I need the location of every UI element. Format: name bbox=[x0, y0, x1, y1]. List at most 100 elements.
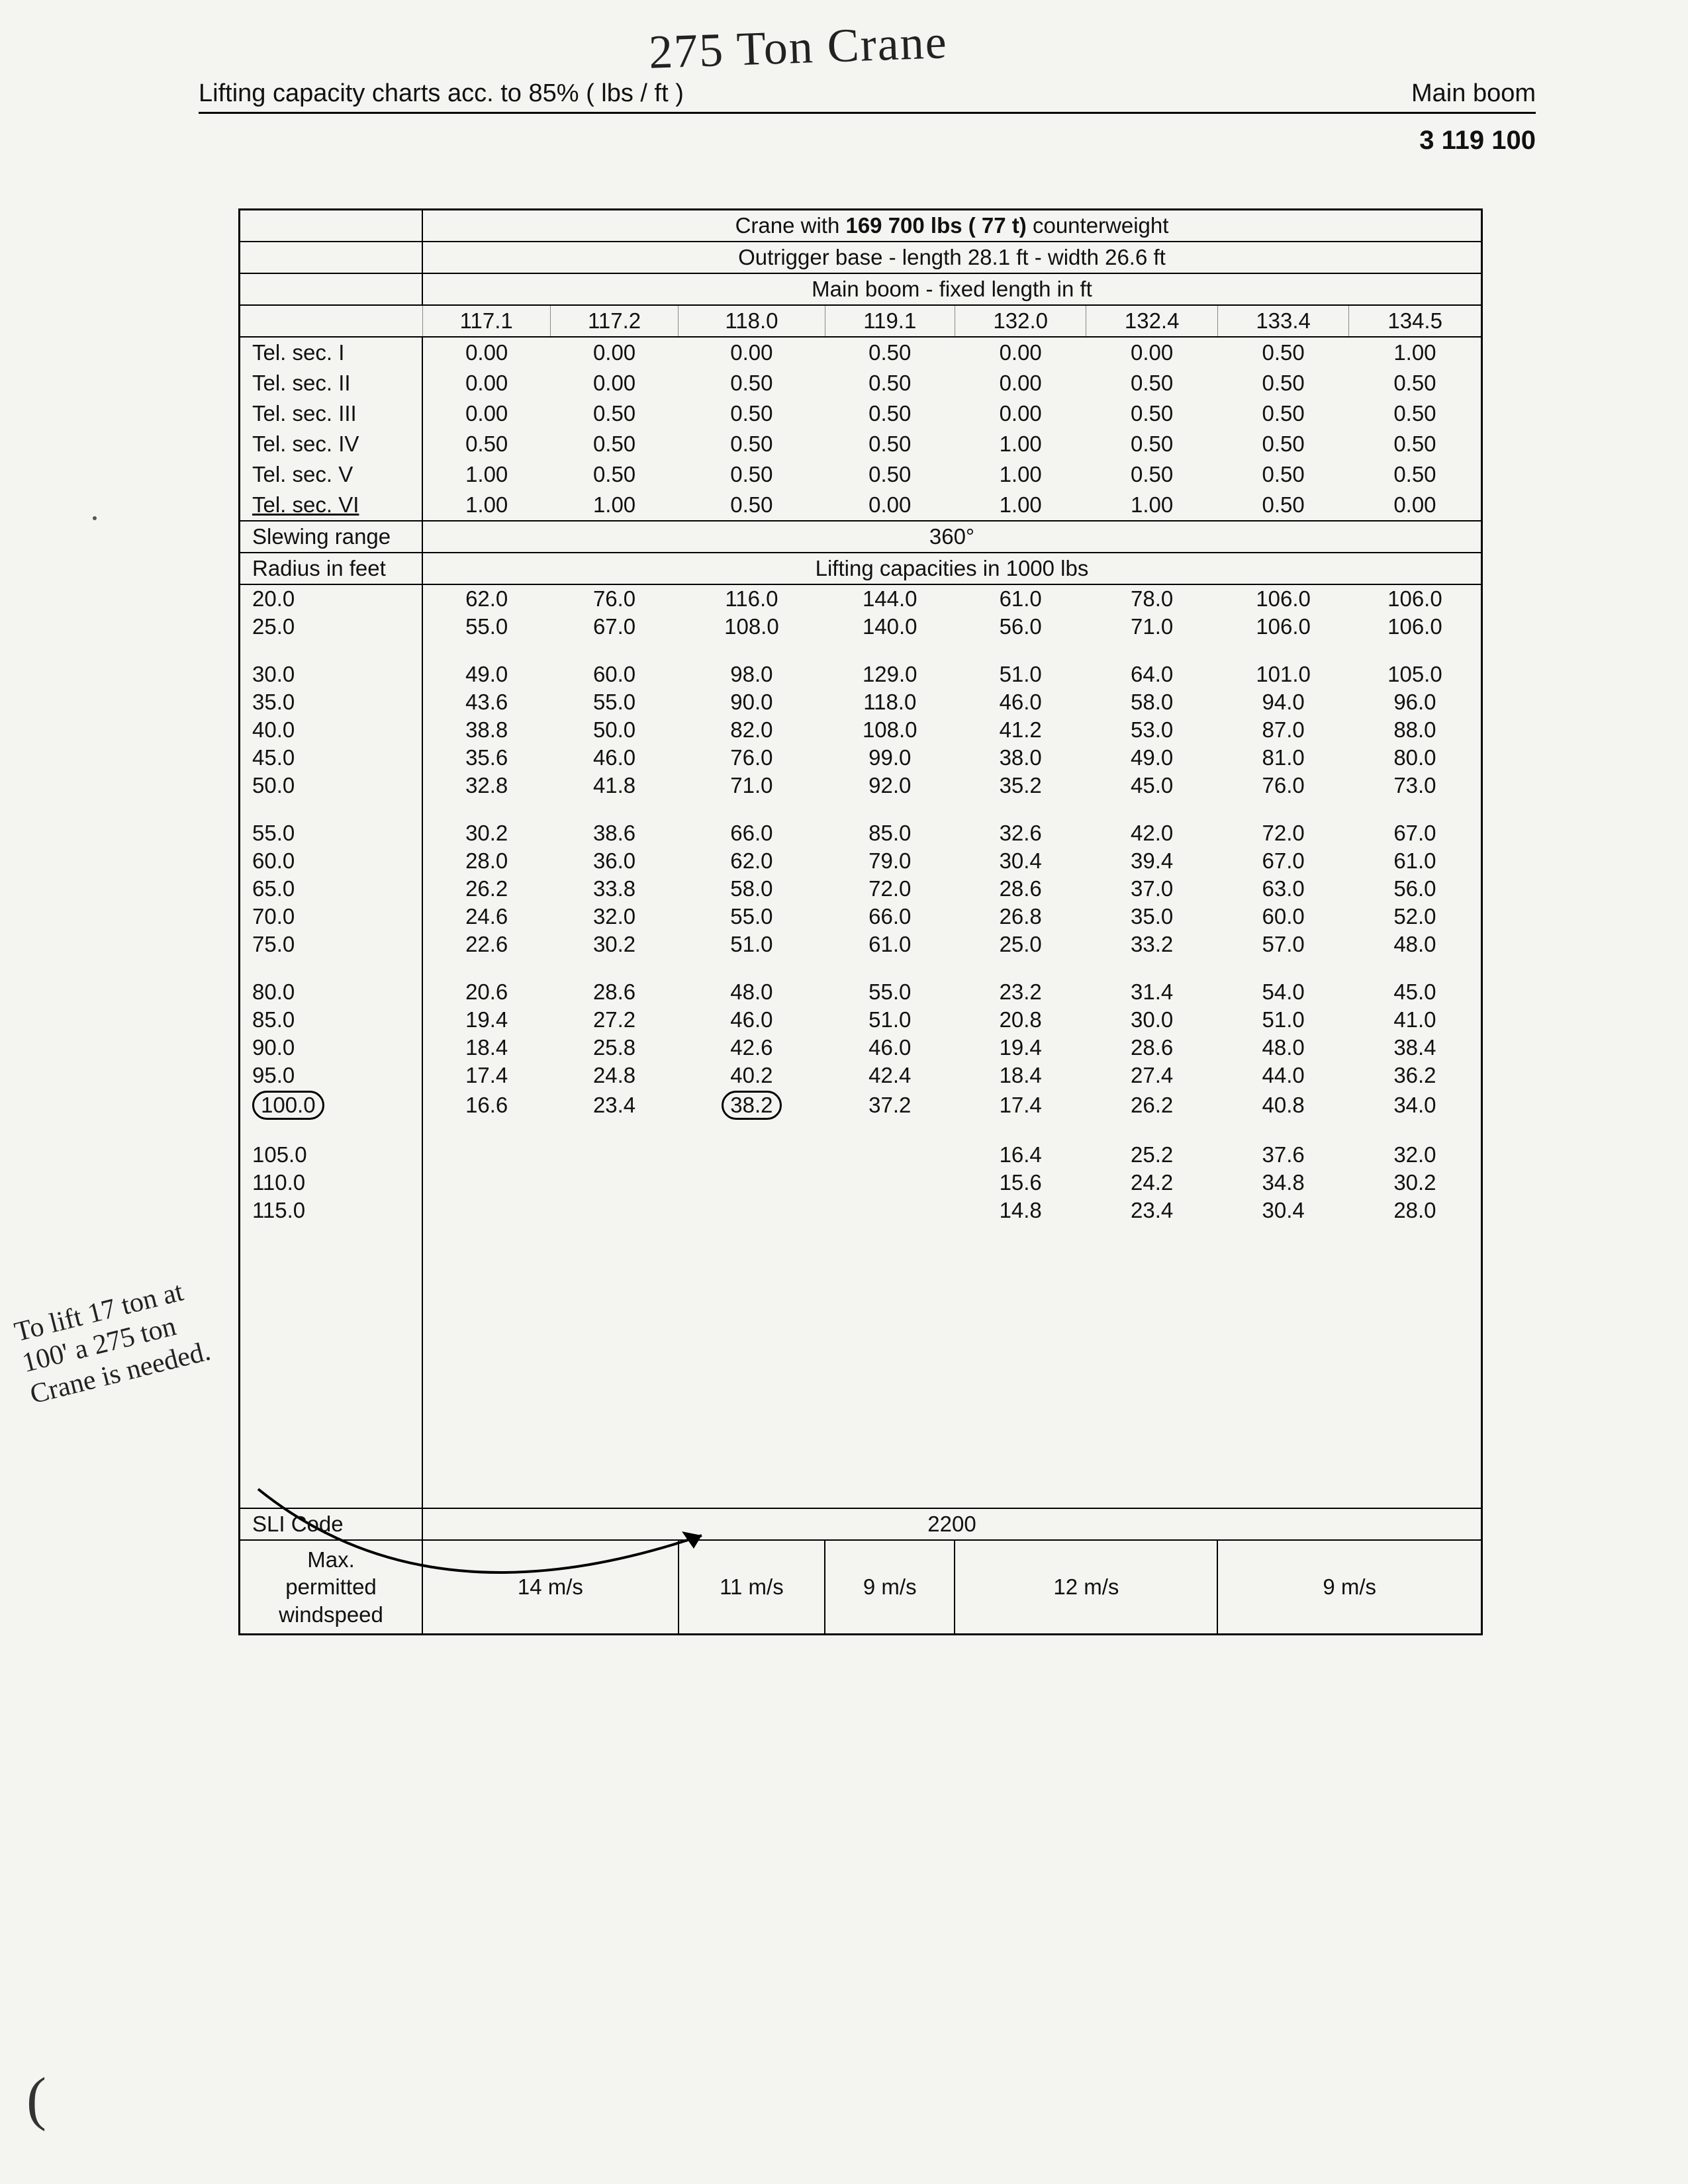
capacity-value: 38.2 bbox=[679, 1089, 825, 1121]
radius-value: 60.0 bbox=[240, 847, 423, 875]
radius-value: 95.0 bbox=[240, 1062, 423, 1089]
capacity-value: 41.2 bbox=[955, 716, 1086, 744]
capacity-value: 64.0 bbox=[1086, 660, 1217, 688]
capacity-value: 61.0 bbox=[825, 931, 955, 958]
tel-section-value: 0.50 bbox=[679, 398, 825, 429]
tel-section-value: 0.00 bbox=[679, 337, 825, 368]
capacity-value: 30.2 bbox=[550, 931, 678, 958]
tel-section-value: 0.50 bbox=[1217, 337, 1348, 368]
capacity-value: 40.2 bbox=[679, 1062, 825, 1089]
capacity-value: 62.0 bbox=[679, 847, 825, 875]
radius-value: 30.0 bbox=[240, 660, 423, 688]
tel-section-value: 0.50 bbox=[1217, 490, 1348, 521]
capacity-value: 28.6 bbox=[550, 978, 678, 1006]
capacity-value: 60.0 bbox=[1217, 903, 1348, 931]
capacity-value: 26.2 bbox=[422, 875, 550, 903]
capacity-value: 80.0 bbox=[1349, 744, 1482, 772]
capacity-value: 129.0 bbox=[825, 660, 955, 688]
capacity-value: 76.0 bbox=[550, 584, 678, 613]
tel-section-value: 0.50 bbox=[550, 459, 678, 490]
tel-section-value: 0.50 bbox=[1217, 398, 1348, 429]
tel-section-label: Tel. sec. I bbox=[240, 337, 423, 368]
capacity-value: 28.0 bbox=[1349, 1197, 1482, 1224]
tel-section-value: 0.50 bbox=[1086, 368, 1217, 398]
tel-section-value: 0.50 bbox=[1217, 429, 1348, 459]
capacity-value: 30.0 bbox=[1086, 1006, 1217, 1034]
capacity-value: 42.0 bbox=[1086, 819, 1217, 847]
capacity-value: 90.0 bbox=[679, 688, 825, 716]
capacity-value: 38.8 bbox=[422, 716, 550, 744]
capacity-value: 81.0 bbox=[1217, 744, 1348, 772]
capacity-value: 24.2 bbox=[1086, 1169, 1217, 1197]
capacity-value: 67.0 bbox=[1349, 819, 1482, 847]
radius-value: 105.0 bbox=[240, 1141, 423, 1169]
capacity-value: 30.2 bbox=[422, 819, 550, 847]
boom-length-col: 119.1 bbox=[825, 305, 955, 337]
capacity-value: 92.0 bbox=[825, 772, 955, 799]
capacity-value: 15.6 bbox=[955, 1169, 1086, 1197]
capacity-value: 72.0 bbox=[825, 875, 955, 903]
capacity-value: 67.0 bbox=[550, 613, 678, 641]
capacities-header: Lifting capacities in 1000 lbs bbox=[422, 553, 1482, 584]
capacity-value: 37.2 bbox=[825, 1089, 955, 1121]
capacity-value: 82.0 bbox=[679, 716, 825, 744]
tel-section-value: 0.50 bbox=[1086, 398, 1217, 429]
boom-length-col: 132.0 bbox=[955, 305, 1086, 337]
crane-counterweight-header: Crane with 169 700 lbs ( 77 t) counterwe… bbox=[422, 210, 1482, 242]
radius-value: 100.0 bbox=[240, 1089, 423, 1121]
tel-section-value: 0.50 bbox=[1217, 368, 1348, 398]
tel-section-label: Tel. sec. II bbox=[240, 368, 423, 398]
capacity-value: 30.4 bbox=[1217, 1197, 1348, 1224]
capacity-value: 140.0 bbox=[825, 613, 955, 641]
capacity-value: 55.0 bbox=[679, 903, 825, 931]
capacity-value: 76.0 bbox=[679, 744, 825, 772]
capacity-value: 27.4 bbox=[1086, 1062, 1217, 1089]
capacity-value: 85.0 bbox=[825, 819, 955, 847]
capacity-value: 49.0 bbox=[422, 660, 550, 688]
capacity-value: 19.4 bbox=[422, 1006, 550, 1034]
capacity-value: 55.0 bbox=[422, 613, 550, 641]
capacity-value: 45.0 bbox=[1349, 978, 1482, 1006]
radius-value: 90.0 bbox=[240, 1034, 423, 1062]
capacity-value: 31.4 bbox=[1086, 978, 1217, 1006]
capacity-value: 144.0 bbox=[825, 584, 955, 613]
capacity-value bbox=[825, 1141, 955, 1169]
capacity-value: 18.4 bbox=[955, 1062, 1086, 1089]
capacity-value: 14.8 bbox=[955, 1197, 1086, 1224]
tel-section-value: 0.00 bbox=[422, 398, 550, 429]
capacity-value: 71.0 bbox=[1086, 613, 1217, 641]
capacity-value: 54.0 bbox=[1217, 978, 1348, 1006]
capacity-value bbox=[550, 1197, 678, 1224]
radius-value: 55.0 bbox=[240, 819, 423, 847]
capacity-value: 44.0 bbox=[1217, 1062, 1348, 1089]
capacity-value: 23.2 bbox=[955, 978, 1086, 1006]
tel-section-value: 0.50 bbox=[550, 429, 678, 459]
capacity-value: 56.0 bbox=[955, 613, 1086, 641]
capacity-value: 58.0 bbox=[1086, 688, 1217, 716]
tel-section-value: 0.00 bbox=[1349, 490, 1482, 521]
capacity-value: 73.0 bbox=[1349, 772, 1482, 799]
capacity-value bbox=[422, 1141, 550, 1169]
tel-section-value: 1.00 bbox=[550, 490, 678, 521]
capacity-value: 72.0 bbox=[1217, 819, 1348, 847]
tel-section-value: 0.50 bbox=[550, 398, 678, 429]
capacity-value: 76.0 bbox=[1217, 772, 1348, 799]
capacity-value: 26.8 bbox=[955, 903, 1086, 931]
capacity-value: 63.0 bbox=[1217, 875, 1348, 903]
capacity-value: 40.8 bbox=[1217, 1089, 1348, 1121]
capacity-value: 51.0 bbox=[679, 931, 825, 958]
capacity-value: 88.0 bbox=[1349, 716, 1482, 744]
page-header: Lifting capacity charts acc. to 85% ( lb… bbox=[199, 79, 1536, 114]
capacity-value: 23.4 bbox=[550, 1089, 678, 1121]
radius-value: 45.0 bbox=[240, 744, 423, 772]
capacity-value: 96.0 bbox=[1349, 688, 1482, 716]
capacity-value: 38.0 bbox=[955, 744, 1086, 772]
capacity-value bbox=[550, 1169, 678, 1197]
windspeed-value: 9 m/s bbox=[825, 1540, 955, 1634]
capacity-value: 78.0 bbox=[1086, 584, 1217, 613]
tel-section-label: Tel. sec. VI bbox=[240, 490, 423, 521]
tel-section-value: 0.50 bbox=[1349, 368, 1482, 398]
capacity-value: 61.0 bbox=[1349, 847, 1482, 875]
capacity-value: 51.0 bbox=[825, 1006, 955, 1034]
tel-section-value: 1.00 bbox=[1349, 337, 1482, 368]
